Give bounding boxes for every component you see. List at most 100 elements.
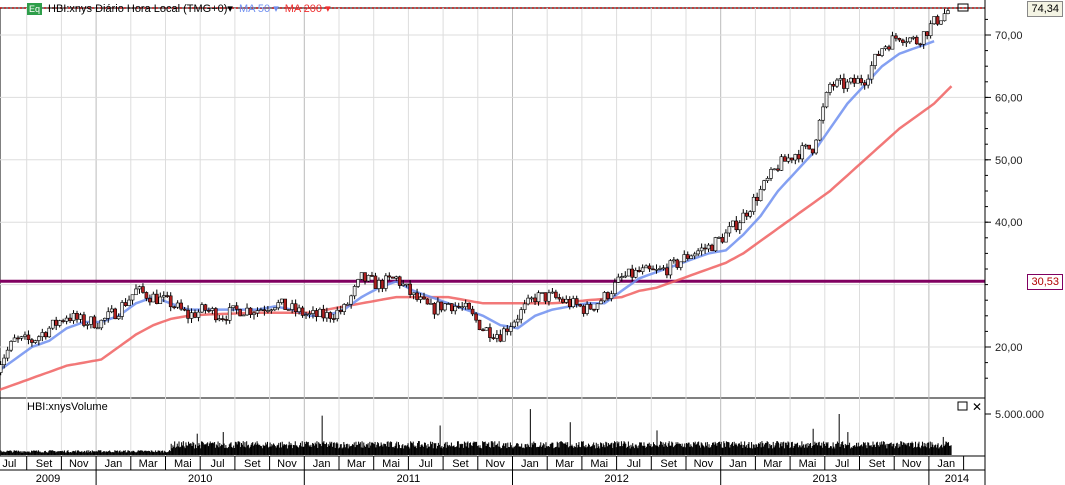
volume-bar [38, 451, 40, 455]
volume-bar [905, 443, 907, 455]
volume-bar [699, 447, 701, 455]
volume-bar [577, 444, 579, 455]
volume-bar [774, 445, 776, 455]
volume-bar [945, 441, 947, 455]
volume-bar [829, 447, 831, 455]
volume-bar [145, 450, 147, 455]
volume-bar [443, 446, 445, 455]
candle-body [318, 308, 322, 317]
volume-bar [675, 442, 677, 455]
candle-body [769, 169, 773, 179]
candle-body [762, 180, 766, 190]
volume-bar [202, 442, 204, 455]
volume-bar [467, 441, 469, 455]
volume-bar [625, 443, 627, 455]
volume-bar [28, 451, 30, 455]
symbol-menu[interactable]: HBI:xnys Diário Hora Local (TMG+0)▾ [48, 3, 233, 15]
volume-bar [511, 447, 513, 455]
y-tick-label: 50,00 [995, 155, 1023, 167]
candle-body [179, 302, 183, 310]
volume-bar [920, 448, 922, 455]
month-label: Mar [347, 458, 366, 470]
volume-bar [859, 446, 861, 455]
volume-bar [447, 445, 449, 455]
hline-price-tag[interactable]: 30,53 [1027, 274, 1063, 290]
candle-body [54, 319, 58, 326]
volume-bar [156, 451, 158, 455]
volume-bar [870, 445, 872, 455]
ma200-menu[interactable]: MA 200 ▾ [284, 3, 331, 15]
volume-bar [290, 443, 292, 455]
candle-body [585, 304, 589, 314]
candle-body [599, 300, 603, 305]
volume-bar [915, 441, 917, 455]
volume-bar [424, 442, 426, 455]
candle-body [325, 312, 329, 319]
volume-bar [362, 447, 364, 455]
volume-bar [824, 445, 826, 455]
volume-bar [915, 447, 917, 455]
volume-bar [41, 452, 43, 455]
volume-bar [943, 446, 945, 455]
volume-bar [213, 443, 215, 455]
volume-bar [50, 450, 52, 455]
candle-body [273, 307, 277, 311]
volume-bar [587, 446, 589, 455]
volume-bar [406, 445, 408, 455]
volume-bar [524, 444, 526, 455]
volume-bar [197, 445, 199, 455]
volume-bar [688, 442, 690, 455]
volume-bar [439, 425, 441, 455]
year-label: 2012 [604, 473, 628, 485]
volume-bar [483, 442, 485, 455]
ma50-menu[interactable]: MA 50 ▾ [238, 3, 279, 15]
volume-bar [470, 445, 472, 455]
volume-bar [601, 446, 603, 455]
volume-bar [802, 445, 804, 455]
volume-bar [695, 444, 697, 455]
volume-bar [111, 452, 113, 455]
volume-bar [338, 448, 340, 455]
candle-body [99, 319, 104, 329]
volume-bar [641, 445, 643, 455]
month-label: Mai [174, 458, 192, 470]
volume-bar [404, 445, 406, 455]
volume-bar [331, 441, 333, 455]
volume-bar [706, 442, 708, 455]
volume-bar [204, 444, 206, 455]
volume-bar [483, 442, 485, 455]
candle-body [120, 302, 124, 317]
volume-bar [253, 445, 255, 455]
candle-body [623, 275, 628, 278]
volume-bar [409, 448, 411, 455]
volume-bar [544, 447, 546, 455]
volume-bar [650, 444, 652, 455]
volume-bar [815, 443, 817, 455]
volume-bar [775, 443, 777, 455]
volume-bar [604, 447, 606, 455]
candle-body [640, 267, 645, 272]
volume-bar [368, 447, 370, 455]
volume-bar [323, 441, 325, 455]
volume-bar [284, 444, 286, 455]
volume-close-icon[interactable]: ✕ [972, 400, 982, 414]
candle-body [241, 314, 246, 317]
volume-bar [841, 441, 843, 455]
volume-bar [638, 445, 640, 455]
volume-bar [121, 451, 123, 455]
volume-bar [530, 447, 532, 455]
volume-bar [310, 444, 312, 455]
volume-bar [40, 452, 42, 455]
volume-bar [764, 442, 766, 455]
volume-bar [839, 446, 841, 455]
candle-body [800, 145, 805, 160]
volume-bar [732, 445, 734, 455]
volume-bar [895, 443, 897, 455]
volume-bar [903, 442, 905, 455]
volume-bar [678, 443, 680, 455]
candle-body [474, 313, 478, 321]
candle-body [540, 292, 544, 294]
candle-body [113, 308, 117, 320]
volume-bar [948, 445, 950, 455]
